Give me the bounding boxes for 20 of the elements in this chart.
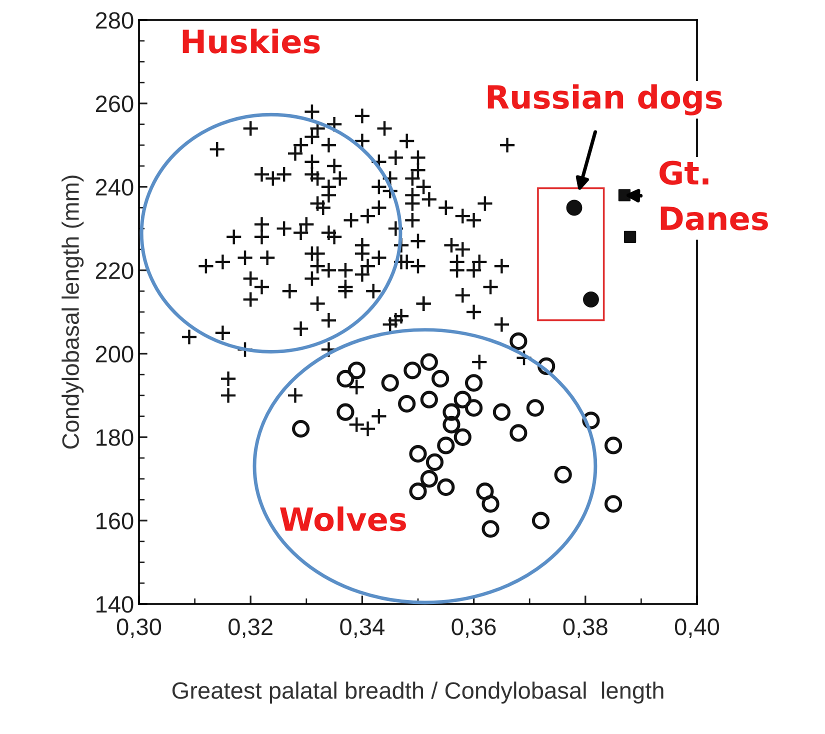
annotation: Wolves bbox=[280, 506, 406, 532]
y-tick-label: 220 bbox=[96, 262, 134, 280]
y-tick-label: 200 bbox=[96, 346, 134, 362]
x-tick-label: 0,36 bbox=[452, 618, 496, 638]
y-tick-label: 140 bbox=[96, 596, 134, 613]
y-tick-label: 160 bbox=[96, 512, 134, 530]
y-tick-label: 260 bbox=[96, 95, 134, 112]
x-tick-label: 0,38 bbox=[563, 618, 608, 638]
x-tick-label: 0,34 bbox=[340, 618, 384, 638]
x-tick-label: 0,30 bbox=[116, 618, 162, 638]
y-tick-label: 280 bbox=[96, 12, 134, 29]
x-tick-label: 0,32 bbox=[228, 618, 272, 638]
y-axis-title: Condylobasal length (mm) bbox=[62, 176, 84, 449]
annotation: Russian dogs bbox=[488, 84, 722, 116]
annotation: Gt. Danes bbox=[660, 160, 768, 230]
x-axis-title: Greatest palatal breadth / Condylobasal length bbox=[172, 682, 664, 704]
annotation: Huskies bbox=[182, 28, 320, 54]
y-tick-label: 180 bbox=[96, 429, 134, 446]
x-tick-label: 0,40 bbox=[674, 618, 720, 638]
y-tick-label: 240 bbox=[96, 178, 134, 196]
